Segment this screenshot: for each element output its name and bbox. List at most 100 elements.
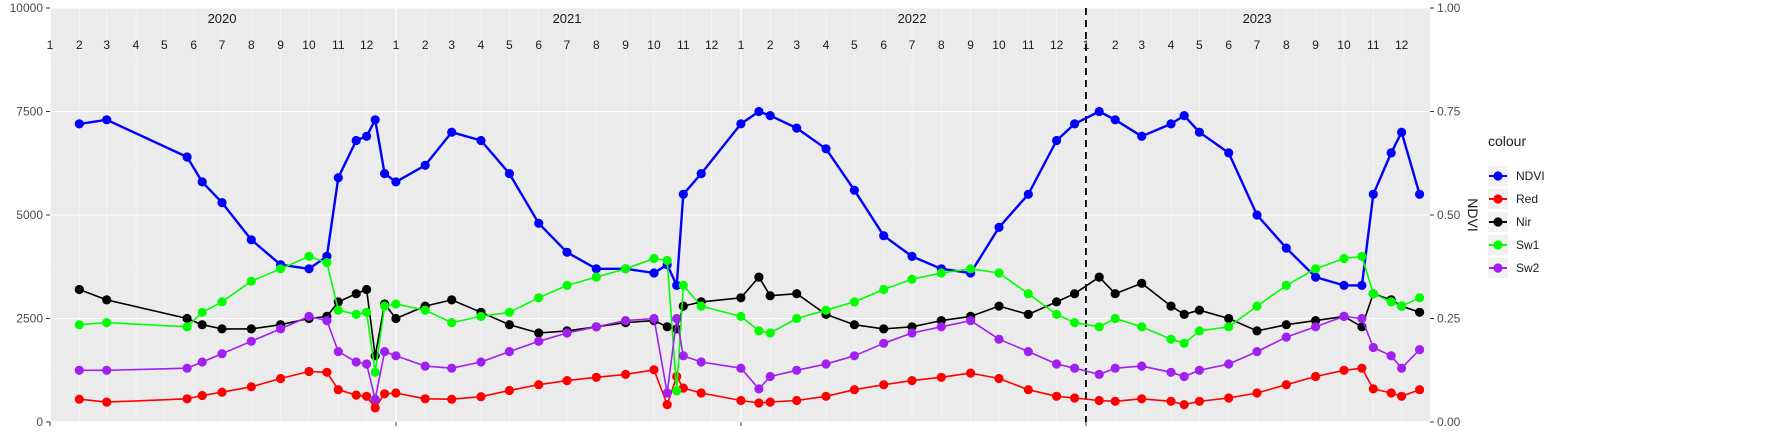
data-point-red (792, 395, 802, 406)
data-point-nir (447, 295, 457, 305)
data-point-red (362, 391, 372, 401)
data-point-ndvi (246, 235, 256, 245)
data-point-nir (1224, 313, 1234, 324)
month-label: 9 (967, 38, 974, 52)
y2-tick-label: 0.00 (1437, 415, 1461, 429)
data-point-nir (246, 324, 256, 334)
data-point-sw2 (672, 313, 682, 324)
data-point-red (380, 389, 390, 399)
data-point-ndvi (351, 135, 361, 146)
data-point-nir (849, 320, 860, 330)
data-point-sw1 (351, 309, 361, 319)
data-point-sw1 (621, 264, 631, 274)
data-point-nir (736, 293, 746, 303)
month-label: 3 (448, 38, 455, 52)
data-point-sw2 (447, 363, 457, 373)
data-point-sw2 (966, 316, 976, 326)
data-point-nir (1252, 326, 1262, 336)
data-point-nir (879, 324, 889, 334)
data-point-ndvi (1357, 280, 1367, 290)
data-point-ndvi (1179, 111, 1189, 121)
y2-tick-label: 0.25 (1437, 312, 1461, 326)
data-point-ndvi (696, 169, 706, 179)
month-label: 11 (1367, 38, 1380, 52)
month-label: 10 (302, 38, 316, 52)
data-point-red (672, 371, 682, 382)
data-point-sw1 (370, 367, 380, 377)
data-point-nir (1137, 278, 1147, 288)
data-point-ndvi (1368, 189, 1378, 199)
legend: colour NDVI Red Nir Sw1 Sw2 (1488, 133, 1545, 278)
data-point-sw1 (1339, 253, 1349, 264)
data-point-sw2 (1194, 365, 1204, 375)
data-point-sw1 (1110, 313, 1120, 324)
data-point-ndvi (821, 144, 831, 154)
month-label: 1 (393, 38, 400, 52)
data-point-nir (994, 301, 1004, 311)
month-label: 4 (823, 38, 830, 52)
legend-key-point (1493, 263, 1503, 273)
data-point-ndvi (534, 218, 544, 228)
month-label: 9 (277, 38, 284, 52)
legend-label: Sw2 (1516, 261, 1540, 275)
data-point-sw2 (1368, 342, 1378, 353)
data-point-sw1 (1070, 318, 1080, 328)
month-label: 4 (1168, 38, 1175, 52)
data-point-sw2 (678, 351, 688, 361)
data-point-sw1 (74, 320, 84, 330)
data-point-ndvi (591, 264, 601, 274)
data-point-red (420, 394, 430, 404)
data-point-nir (1179, 309, 1189, 319)
data-point-sw1 (380, 301, 390, 311)
data-point-sw2 (1094, 369, 1104, 379)
data-point-sw1 (391, 299, 401, 309)
data-point-nir (1110, 289, 1120, 299)
data-point-nir (1415, 307, 1425, 317)
month-label: 8 (593, 38, 600, 52)
data-point-ndvi (391, 177, 401, 187)
data-point-sw1 (649, 253, 659, 264)
data-point-sw1 (182, 322, 192, 332)
data-point-red (936, 372, 946, 382)
data-point-red (1179, 400, 1189, 410)
data-point-nir (662, 322, 672, 332)
data-point-sw2 (662, 388, 672, 398)
data-point-ndvi (217, 198, 227, 208)
year-label: 2022 (898, 11, 927, 26)
legend-item-sw2: Sw2 (1488, 258, 1540, 278)
data-point-sw2 (182, 363, 192, 373)
data-point-sw2 (534, 336, 544, 346)
data-point-ndvi (1224, 148, 1234, 158)
data-point-sw2 (246, 336, 256, 346)
data-point-nir (504, 320, 514, 330)
data-point-sw1 (736, 311, 746, 321)
data-point-red (1094, 395, 1104, 406)
data-point-red (246, 382, 256, 392)
data-point-red (736, 395, 746, 406)
data-point-sw2 (1052, 359, 1062, 369)
data-point-ndvi (678, 189, 688, 199)
data-point-red (1052, 391, 1062, 401)
data-point-sw1 (936, 268, 946, 278)
month-label: 10 (992, 38, 1006, 52)
data-point-sw1 (322, 258, 332, 268)
data-point-ndvi (362, 131, 372, 141)
data-point-sw1 (1368, 289, 1378, 299)
legend-item-sw1: Sw1 (1488, 235, 1540, 255)
data-point-sw2 (391, 351, 401, 361)
data-point-sw2 (1110, 363, 1120, 373)
month-label: 11 (677, 38, 690, 52)
data-point-sw1 (966, 264, 976, 274)
data-point-red (696, 388, 706, 398)
data-point-sw2 (276, 324, 286, 334)
data-point-red (849, 385, 860, 395)
data-point-red (391, 388, 401, 398)
month-label: 9 (1312, 38, 1319, 52)
data-point-sw2 (197, 357, 207, 367)
data-point-sw2 (74, 365, 84, 375)
series-layer (74, 106, 1425, 413)
data-point-sw2 (1357, 313, 1367, 324)
data-point-sw2 (420, 361, 430, 371)
data-point-sw2 (1166, 367, 1176, 377)
data-point-ndvi (1281, 243, 1291, 253)
